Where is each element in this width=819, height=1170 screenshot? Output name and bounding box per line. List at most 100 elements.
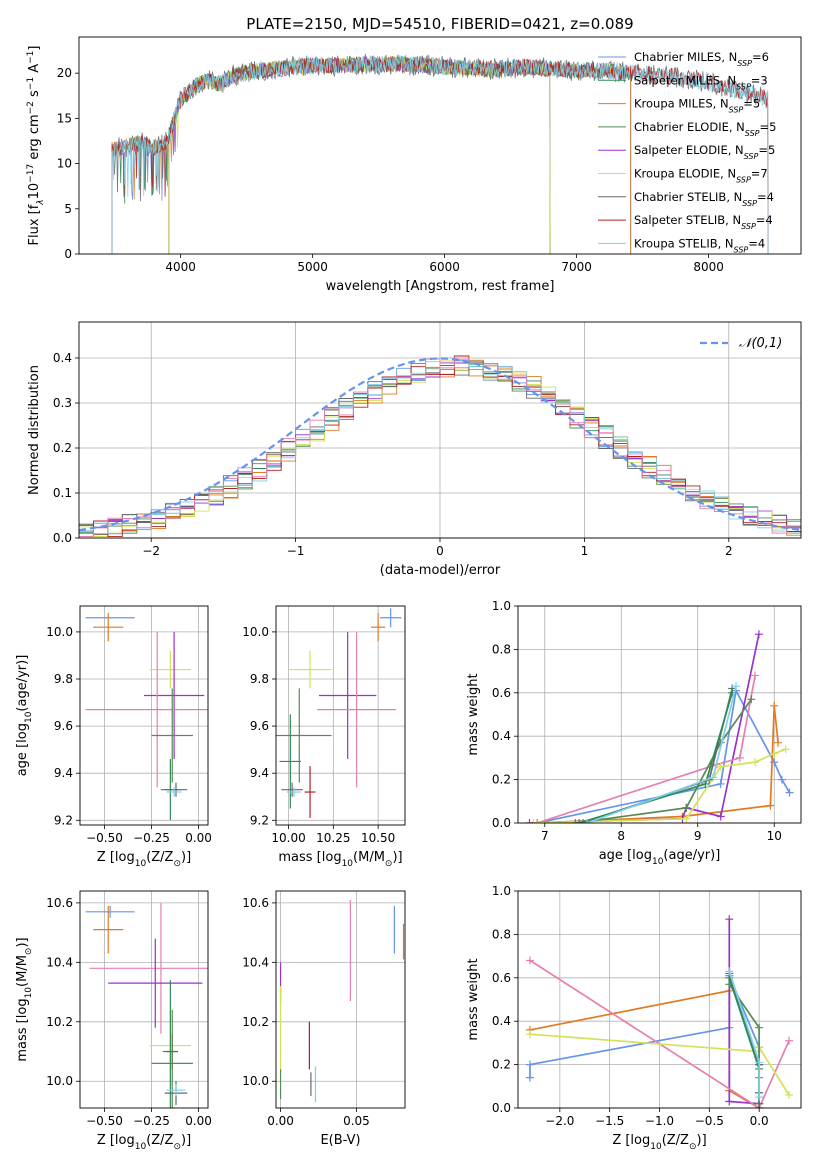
age_vs_Z-frame	[79, 605, 209, 826]
weights_vs_Z-ytick-label: 0.6	[492, 971, 511, 985]
spectrum-ylabel-part: −2	[26, 101, 36, 114]
residuals-ylabel: Normed distribution	[27, 365, 42, 495]
mass-weight-marker	[716, 762, 725, 771]
mass-weight-marker	[682, 803, 691, 812]
mass-weight-marker	[582, 819, 591, 823]
age_vs_mass-xtick-label: 10.00	[271, 831, 305, 845]
mass_vs_Z-xlabel-part: ⊙	[173, 1142, 181, 1152]
age_vs_Z-xlabel-part: ⊙	[173, 859, 181, 869]
weights_vs_age-frame	[517, 605, 802, 824]
age_vs_Z-ytick-label: 9.8	[54, 672, 73, 686]
age_vs_mass-xlabel-part: )]	[392, 850, 402, 865]
mass_vs_Z-xlabel-part: 10	[135, 1142, 147, 1152]
spectrum-ylabel-part: −1	[26, 51, 36, 64]
mass-weight-marker	[682, 814, 691, 823]
mass-weight-marker	[766, 801, 775, 810]
mass-weight-marker	[755, 1058, 764, 1067]
mass-weight-marker	[751, 671, 760, 680]
spectrum-ylabel-part: −17	[26, 164, 36, 183]
mass-weight-marker	[777, 775, 786, 784]
spectrum-frame	[78, 36, 802, 255]
weights_vs_age-xlabel-part: 10	[652, 857, 664, 867]
age_vs_mass-xlabel-part: ⊙	[385, 859, 393, 869]
figure-title: PLATE=2150, MJD=54510, FIBERID=0421, z=0…	[246, 15, 633, 33]
residuals-ytick-label: 0.3	[53, 396, 72, 410]
mass-weight-line	[533, 748, 787, 823]
weights_vs_Z-xlabel-part: 10	[650, 1142, 662, 1152]
mass-weight-line	[536, 687, 791, 823]
spectrum-ylabel-part: Flux [f	[27, 204, 42, 245]
residuals-xlabel-part: (data-model)/error	[380, 563, 501, 578]
mass_vs_Z-ylabel-part: ⊙	[24, 948, 34, 956]
weights_vs_age-xtick-label: 8	[617, 829, 625, 843]
spectrum-ylabel-part: s	[27, 90, 42, 101]
mass_vs_ebv-points	[279, 899, 405, 1103]
weights_vs_age-xlabel-part: (age/yr)]	[663, 848, 720, 863]
weights_vs_age-xtick-label: 10	[767, 829, 782, 843]
spectrum-ylabel-part: ]	[27, 46, 42, 51]
residuals-xtick-label: −1	[287, 544, 305, 558]
age_vs_mass-xlabel-part: mass [log	[278, 850, 341, 865]
age_vs_mass-ytick-label: 10.0	[242, 625, 269, 639]
mass_vs_Z-points	[85, 902, 208, 1108]
spectrum-ytick-label: 5	[64, 202, 72, 216]
legend-entry-end: =6	[752, 50, 769, 64]
normal-legend-label: 𝒩(0,1)	[739, 336, 782, 351]
mass-weight-marker	[579, 819, 588, 823]
age_vs_Z-xlabel-part: (Z/Z	[146, 850, 173, 865]
weights_vs_Z-ylabel: mass weight	[466, 958, 481, 1040]
mass-weight-marker	[731, 682, 740, 691]
mass_vs_Z-frame	[79, 890, 209, 1109]
legend-entry-sub: SSP	[744, 152, 759, 161]
mass-weight-marker	[725, 915, 734, 924]
legend-entry-main: Kroupa MILES, N	[634, 97, 729, 111]
mass-weight-marker	[525, 819, 534, 823]
spectrum-ytick-label: 10	[57, 157, 72, 171]
mass-weight-marker	[754, 630, 763, 639]
mass-weight-marker	[785, 788, 794, 797]
weights_vs_Z-xtick-label: −0.5	[695, 1114, 724, 1128]
age_vs_Z-xtick-label: −0.25	[133, 831, 170, 845]
legend-entry-end: =4	[757, 190, 774, 204]
weights_vs_age-ytick-label: 0.2	[492, 773, 511, 787]
legend-entry-main: Salpeter STELIB, N	[634, 213, 741, 227]
mass-weight-marker	[533, 819, 542, 823]
residuals-xtick-label: 2	[725, 544, 733, 558]
age_vs_mass-frame	[275, 605, 406, 826]
mass_vs_Z-ytick-label: 10.0	[46, 1074, 73, 1088]
weights_vs_Z-xlabel: Z [log10(Z/Z⊙)]	[612, 1133, 706, 1152]
age_vs_mass-xlabel: mass [log10(M/M⊙)]	[278, 850, 402, 869]
weights_vs_age-xlabel-part: age [log	[599, 848, 652, 863]
mass-weight-marker	[701, 779, 710, 788]
mass_vs_Z-xlabel: Z [log10(Z/Z⊙)]	[97, 1133, 191, 1152]
age_vs_mass-ytick-label: 9.4	[250, 766, 269, 780]
mass-weight-marker	[529, 819, 538, 823]
age_vs_Z-ytick-label: 9.6	[54, 719, 73, 733]
mass_vs_Z-ylabel: mass [log10(M/M⊙)]	[15, 937, 34, 1061]
spectrum-ytick-label: 0	[64, 247, 72, 261]
legend-entry-sub: SSP	[734, 245, 749, 254]
mass-weight-marker	[770, 701, 779, 710]
spectrum-xtick-label: 5000	[297, 260, 328, 274]
age_vs_Z-ylabel-part: 10	[24, 711, 34, 723]
legend-entry-main: Chabrier MILES, N	[634, 50, 737, 64]
mass-weight-marker	[709, 773, 718, 782]
legend-entry-label: Chabrier ELODIE, NSSP=5	[634, 120, 776, 138]
mass_vs_ebv-xlabel: E(B-V)	[320, 1133, 360, 1148]
spectrum-series-line	[111, 55, 769, 254]
age-vs-Z-panel: −0.50 −0.25 0.009.29.49.69.810.0Z [log10(Z…	[15, 605, 212, 869]
mass-weight-marker	[755, 1093, 764, 1102]
weights_vs_age-ylabel: mass weight	[466, 673, 481, 755]
age_vs_mass-xtick-label: 10.25	[316, 831, 350, 845]
age_vs_Z-ytick-label: 10.0	[46, 625, 73, 639]
mass-weight-marker	[747, 695, 756, 704]
spectrum-ytick-label: 15	[57, 111, 72, 125]
legend-entry-sub: SSP	[729, 105, 744, 114]
weights_vs_age-ytick-label: 0.6	[492, 686, 511, 700]
legend-entry-sub: SSP	[736, 175, 751, 184]
mass_vs_Z-ytick-label: 10.6	[46, 896, 73, 910]
age_vs_Z-ytick-label: 9.2	[54, 813, 73, 827]
mass-weight-marker	[525, 956, 534, 965]
weights_vs_Z-xtick-label: −1.0	[645, 1114, 674, 1128]
